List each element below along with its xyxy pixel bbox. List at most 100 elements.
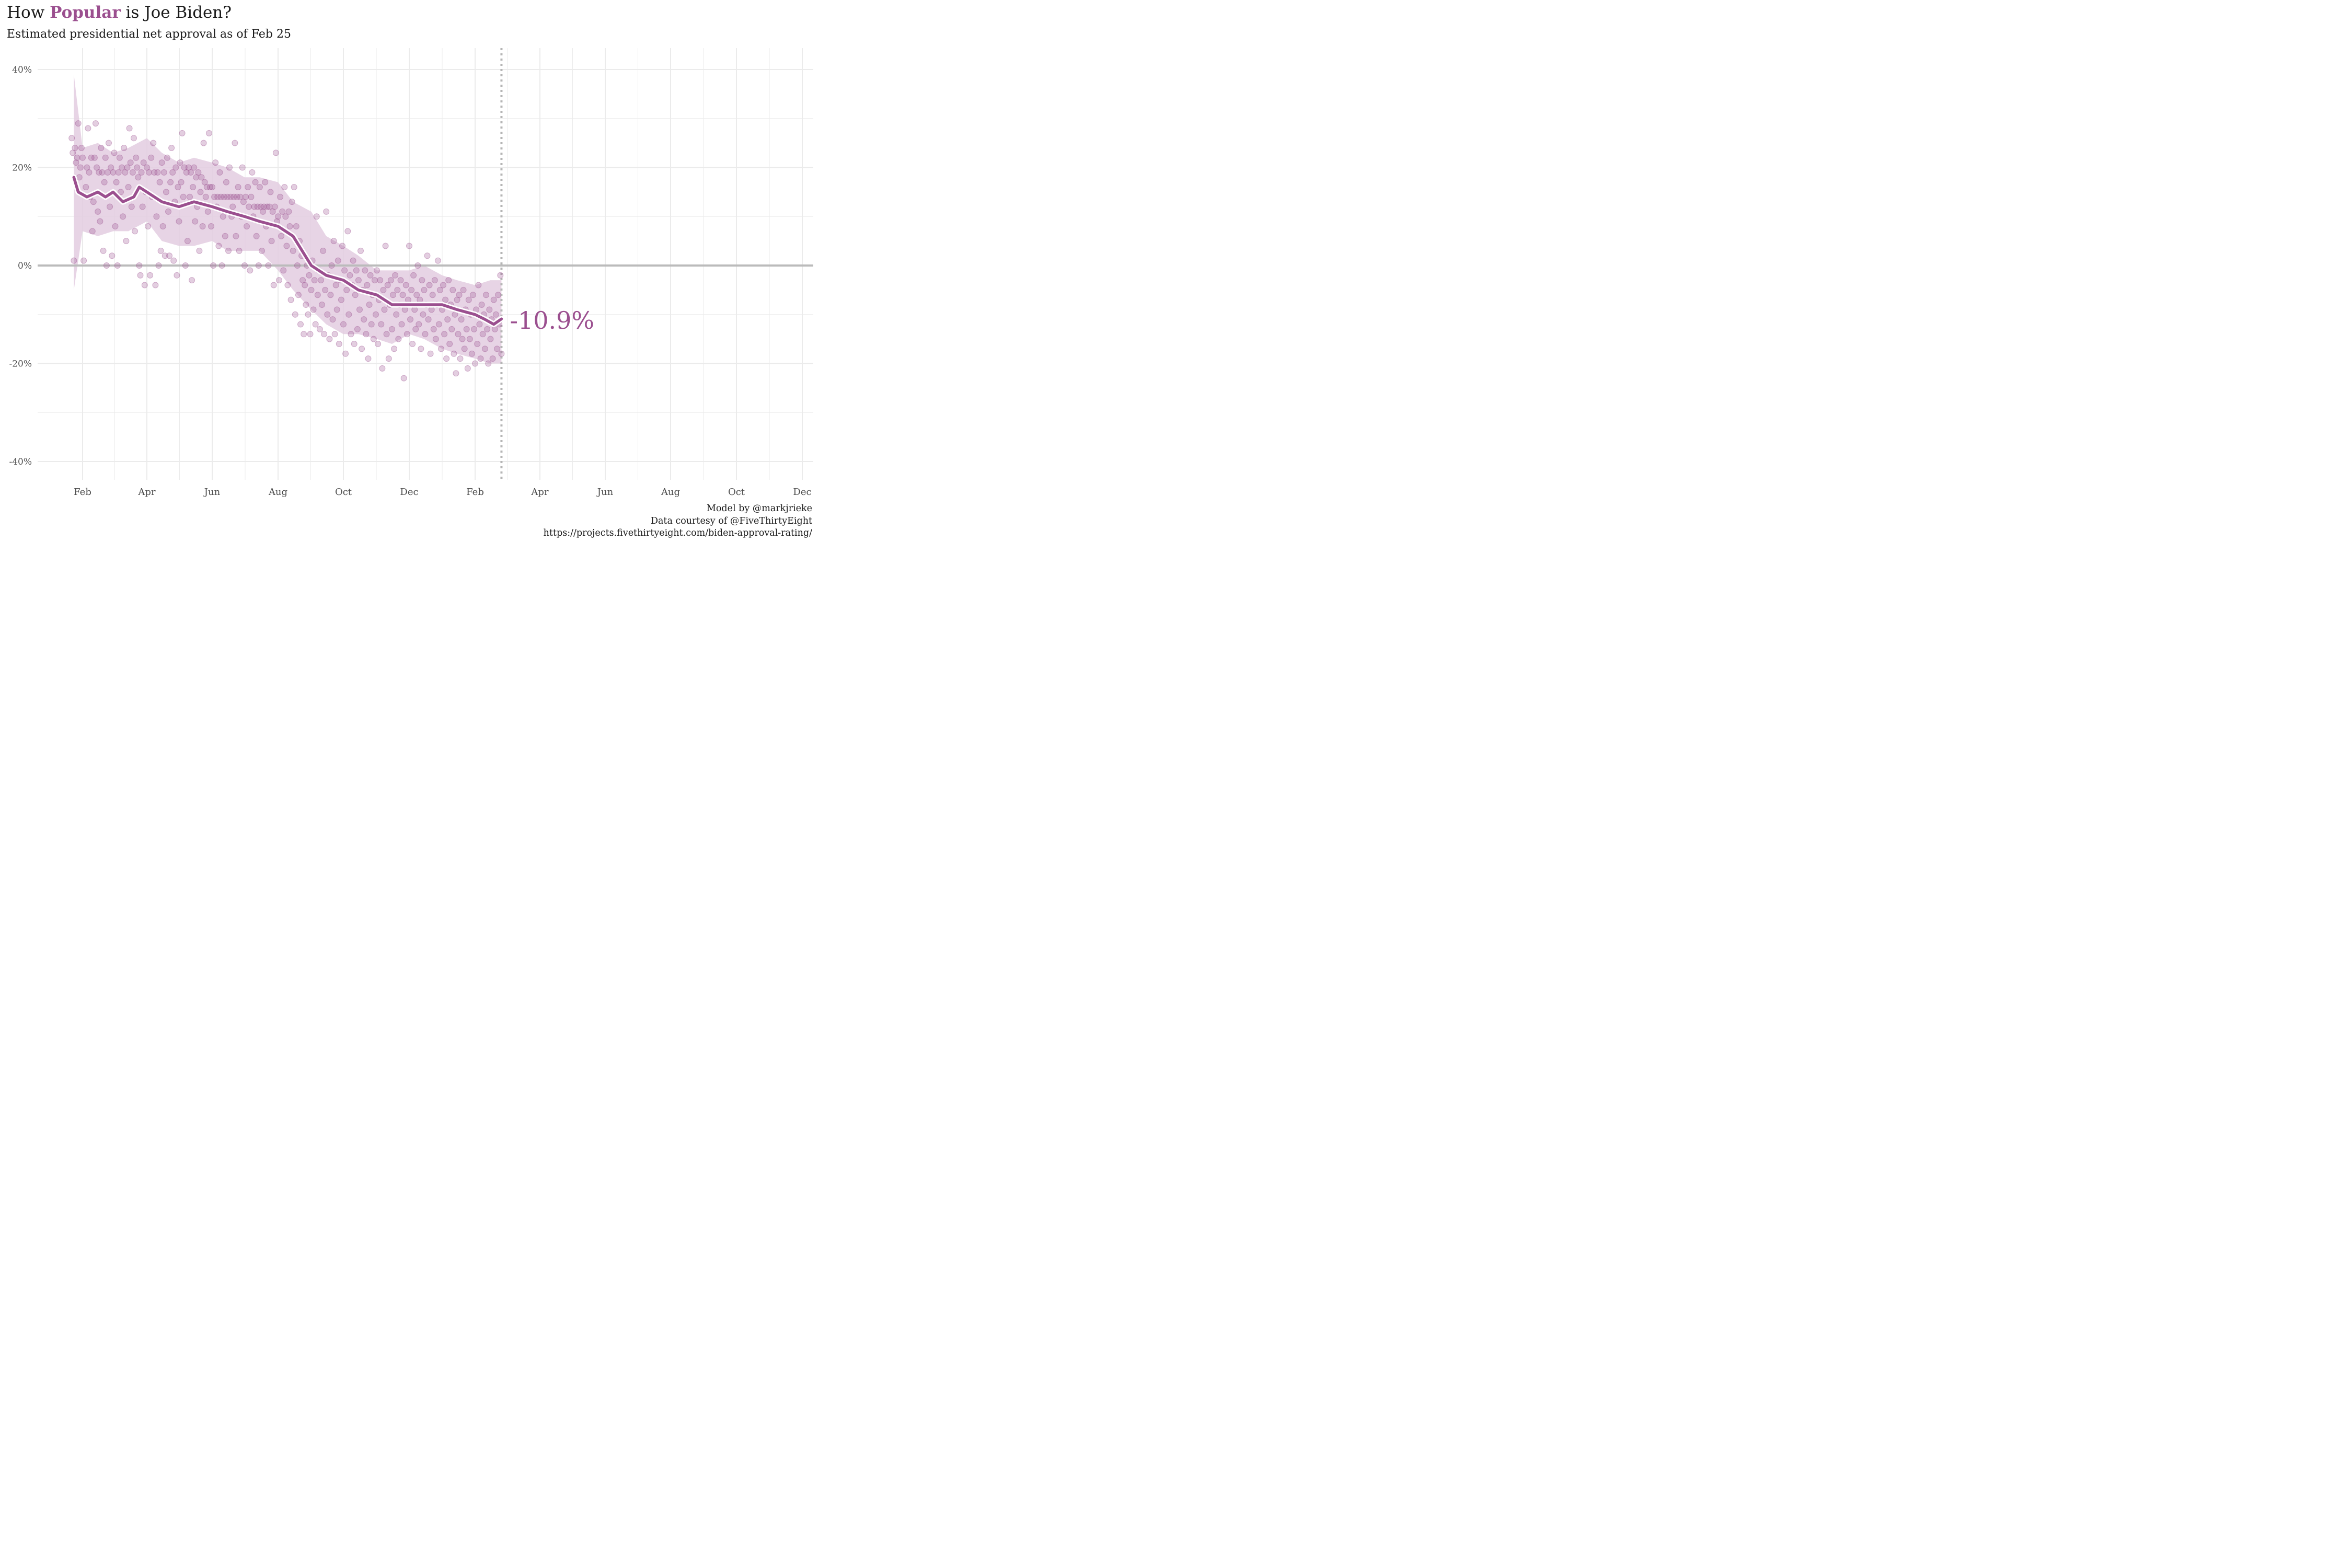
poll-point (416, 321, 422, 328)
poll-point (405, 296, 411, 303)
poll-point (426, 282, 433, 289)
poll-point (398, 321, 405, 328)
poll-point (167, 179, 174, 186)
caption-data-credit: Data courtesy of @FiveThirtyEight (650, 515, 812, 526)
poll-point (331, 331, 338, 338)
caption-source-url: https://projects.fivethirtyeight.com/bid… (543, 528, 812, 538)
x-tick-label: Feb (74, 487, 91, 498)
poll-point (366, 302, 373, 308)
poll-point (373, 311, 379, 318)
poll-point (72, 145, 78, 151)
poll-point (174, 272, 180, 279)
poll-point (395, 336, 402, 342)
poll-point (481, 345, 488, 352)
poll-point (390, 292, 396, 298)
poll-point (427, 350, 434, 357)
poll-point (178, 179, 185, 186)
poll-point (166, 252, 172, 259)
chart-subtitle: Estimated presidential net approval as o… (7, 28, 291, 41)
poll-point (252, 179, 259, 186)
poll-point (389, 326, 395, 332)
poll-point (212, 159, 219, 166)
poll-point (131, 135, 137, 142)
poll-point (420, 311, 426, 318)
poll-point (153, 213, 160, 220)
approval-chart: 40% 20% 0% -20% -40% Feb Apr Jun Aug Oct Dec Feb Ap… (9, 48, 813, 498)
y-axis-ticks: 40% 20% 0% -20% -40% (9, 65, 32, 467)
poll-point (247, 267, 253, 274)
poll-point (103, 262, 110, 269)
poll-point (192, 218, 199, 225)
poll-point (394, 286, 401, 293)
poll-point (190, 184, 197, 190)
poll-point (356, 306, 363, 313)
poll-point (359, 345, 365, 352)
poll-point (336, 341, 342, 347)
poll-point (351, 341, 358, 347)
poll-point (421, 286, 428, 293)
poll-point (195, 169, 202, 176)
poll-point (302, 282, 308, 289)
poll-point (90, 199, 97, 205)
poll-point (218, 262, 225, 269)
poll-point (121, 145, 128, 151)
poll-point (401, 306, 408, 313)
poll-point (487, 336, 494, 342)
poll-point (119, 164, 125, 171)
poll-point (459, 336, 466, 342)
poll-point (208, 223, 214, 229)
y-tick-label: -40% (9, 457, 32, 467)
poll-point (229, 203, 236, 210)
poll-point (211, 193, 218, 200)
poll-point (478, 302, 485, 308)
poll-point (201, 179, 208, 186)
poll-point (253, 233, 260, 239)
poll-point (265, 262, 272, 269)
poll-point (184, 238, 191, 245)
caption: Model by @markjrieke Data courtesy of @F… (544, 503, 812, 540)
poll-point (199, 223, 206, 229)
poll-point (248, 193, 255, 200)
poll-point (93, 120, 99, 127)
x-tick-label: Jun (596, 487, 614, 498)
poll-point (128, 203, 135, 210)
poll-point (101, 179, 108, 186)
poll-point (471, 326, 477, 332)
poll-point (492, 311, 499, 318)
poll-point (402, 282, 409, 289)
poll-point (205, 130, 212, 136)
poll-point (102, 154, 109, 161)
poll-point (80, 257, 87, 264)
poll-point (269, 208, 276, 215)
poll-point (145, 223, 151, 229)
poll-point (306, 272, 313, 279)
poll-point (163, 189, 169, 195)
poll-point (220, 213, 226, 220)
poll-point (497, 272, 504, 279)
poll-point (410, 272, 417, 279)
poll-point (209, 184, 215, 190)
poll-point (434, 257, 441, 264)
poll-point (414, 262, 421, 269)
poll-point (266, 203, 273, 210)
poll-point (338, 296, 344, 303)
poll-point (397, 277, 404, 284)
poll-point (289, 199, 295, 205)
poll-point (71, 257, 77, 264)
poll-point (286, 223, 293, 229)
poll-point (277, 193, 284, 200)
poll-point (113, 179, 120, 186)
poll-point (70, 149, 76, 156)
poll-point (223, 179, 229, 186)
poll-point (341, 267, 348, 274)
poll-point (235, 184, 241, 190)
x-tick-label: Aug (268, 487, 287, 498)
poll-point (267, 189, 274, 195)
poll-point (307, 331, 314, 338)
poll-point (284, 282, 291, 289)
poll-point (429, 292, 436, 298)
poll-point (196, 247, 203, 254)
poll-point (68, 135, 75, 142)
poll-point (460, 286, 467, 293)
poll-point (197, 189, 204, 195)
